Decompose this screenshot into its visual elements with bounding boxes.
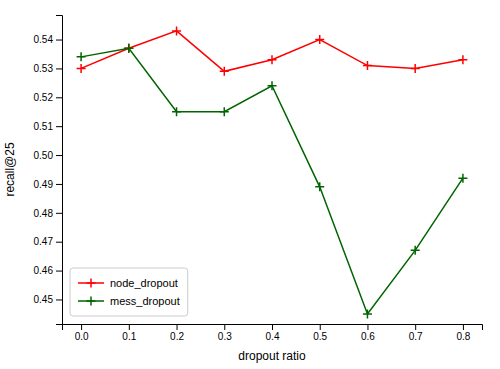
point [363,309,372,318]
tick-label: 0.4 [266,331,280,342]
tick-label: 0.53 [34,63,54,74]
point [268,55,277,64]
point [363,61,372,70]
tick: 0.2 [170,324,184,342]
legend: node_dropout mess_dropout [70,268,188,316]
tick-label: 0.50 [34,150,54,161]
tick-mark [56,213,62,214]
legend-item: node_dropout [78,277,178,289]
tick-mark [224,324,225,330]
tick: 0.45 [34,294,62,305]
axis-line [63,325,483,331]
tick-mark [56,40,62,41]
tick-mark [56,126,62,127]
tick-mark [56,155,62,156]
tick: 0.4 [266,324,280,342]
tick-label: 0.48 [34,208,54,219]
legend-item: mess_dropout [78,295,180,307]
tick-label: 0.0 [75,331,89,342]
point [458,55,467,64]
tick-label: 0.2 [170,331,184,342]
tick: 0.50 [34,150,62,161]
tick: 0.47 [34,236,62,247]
tick-mark [56,299,62,300]
tick-mark [56,68,62,69]
point [220,107,229,116]
point [77,64,86,73]
tick-label: 0.46 [34,265,54,276]
point [315,35,324,44]
tick-label: 0.54 [34,34,54,45]
tick: 0.1 [122,324,136,342]
tick: 0.3 [218,324,232,342]
tick-label: 0.6 [361,331,375,342]
tick: 0.6 [361,324,375,342]
tick-mark [56,271,62,272]
y-axis: 0.45 0.46 0.47 0.48 0.49 0.50 0.51 0.52 0.53 0.54 [34,16,63,325]
x-axis: 0.0 0.1 0.2 0.3 0.4 0.5 0.6 0.7 0.8 [63,324,483,342]
tick-label: 0.5 [313,331,327,342]
tick-label: 0.45 [34,294,54,305]
tick-label: 0.52 [34,92,54,103]
tick-label: 0.51 [34,121,54,132]
line [81,31,463,71]
plot: 0.00.10.20.30.40.50.60.70.80.450.460.470… [3,16,483,364]
legend-label: mess_dropout [110,295,180,307]
legend-marker [87,279,96,288]
tick-mark [367,324,368,330]
tick: 0.53 [34,63,62,74]
tick-mark [81,324,82,330]
tick: 0.0 [75,324,89,342]
tick-mark [463,324,464,330]
tick-mark [129,324,130,330]
tick: 0.7 [409,324,423,342]
tick: 0.8 [456,324,470,342]
tick: 0.48 [34,208,62,219]
chart: 0.00.10.20.30.40.50.60.70.80.450.460.470… [0,0,500,369]
tick-label: 0.1 [122,331,136,342]
tick-label: 0.7 [409,331,423,342]
tick-mark [177,324,178,330]
tick: 0.54 [34,34,62,45]
legend-label: node_dropout [110,277,178,289]
tick: 0.5 [313,324,327,342]
point [77,52,86,61]
point [124,44,133,53]
tick-mark [272,324,273,330]
point [411,64,420,73]
tick: 0.46 [34,265,62,276]
axis-line [56,16,63,325]
tick-mark [320,324,321,330]
point [315,182,324,191]
tick: 0.51 [34,121,62,132]
point [172,26,181,35]
legend-box [70,268,188,316]
tick-mark [56,242,62,243]
legend-marker [87,297,96,306]
tick-label: 0.49 [34,179,54,190]
x-axis-title: dropout ratio [238,349,306,363]
tick-mark [415,324,416,330]
point [458,174,467,183]
point [268,81,277,90]
y-axis-title: recall@25 [3,142,17,197]
point [411,246,420,255]
point [172,107,181,116]
tick-label: 0.8 [456,331,470,342]
point [220,67,229,76]
tick-mark [56,97,62,98]
tick-mark [56,184,62,185]
tick-label: 0.3 [218,331,232,342]
tick-label: 0.47 [34,236,54,247]
tick: 0.49 [34,179,62,190]
tick: 0.52 [34,92,62,103]
